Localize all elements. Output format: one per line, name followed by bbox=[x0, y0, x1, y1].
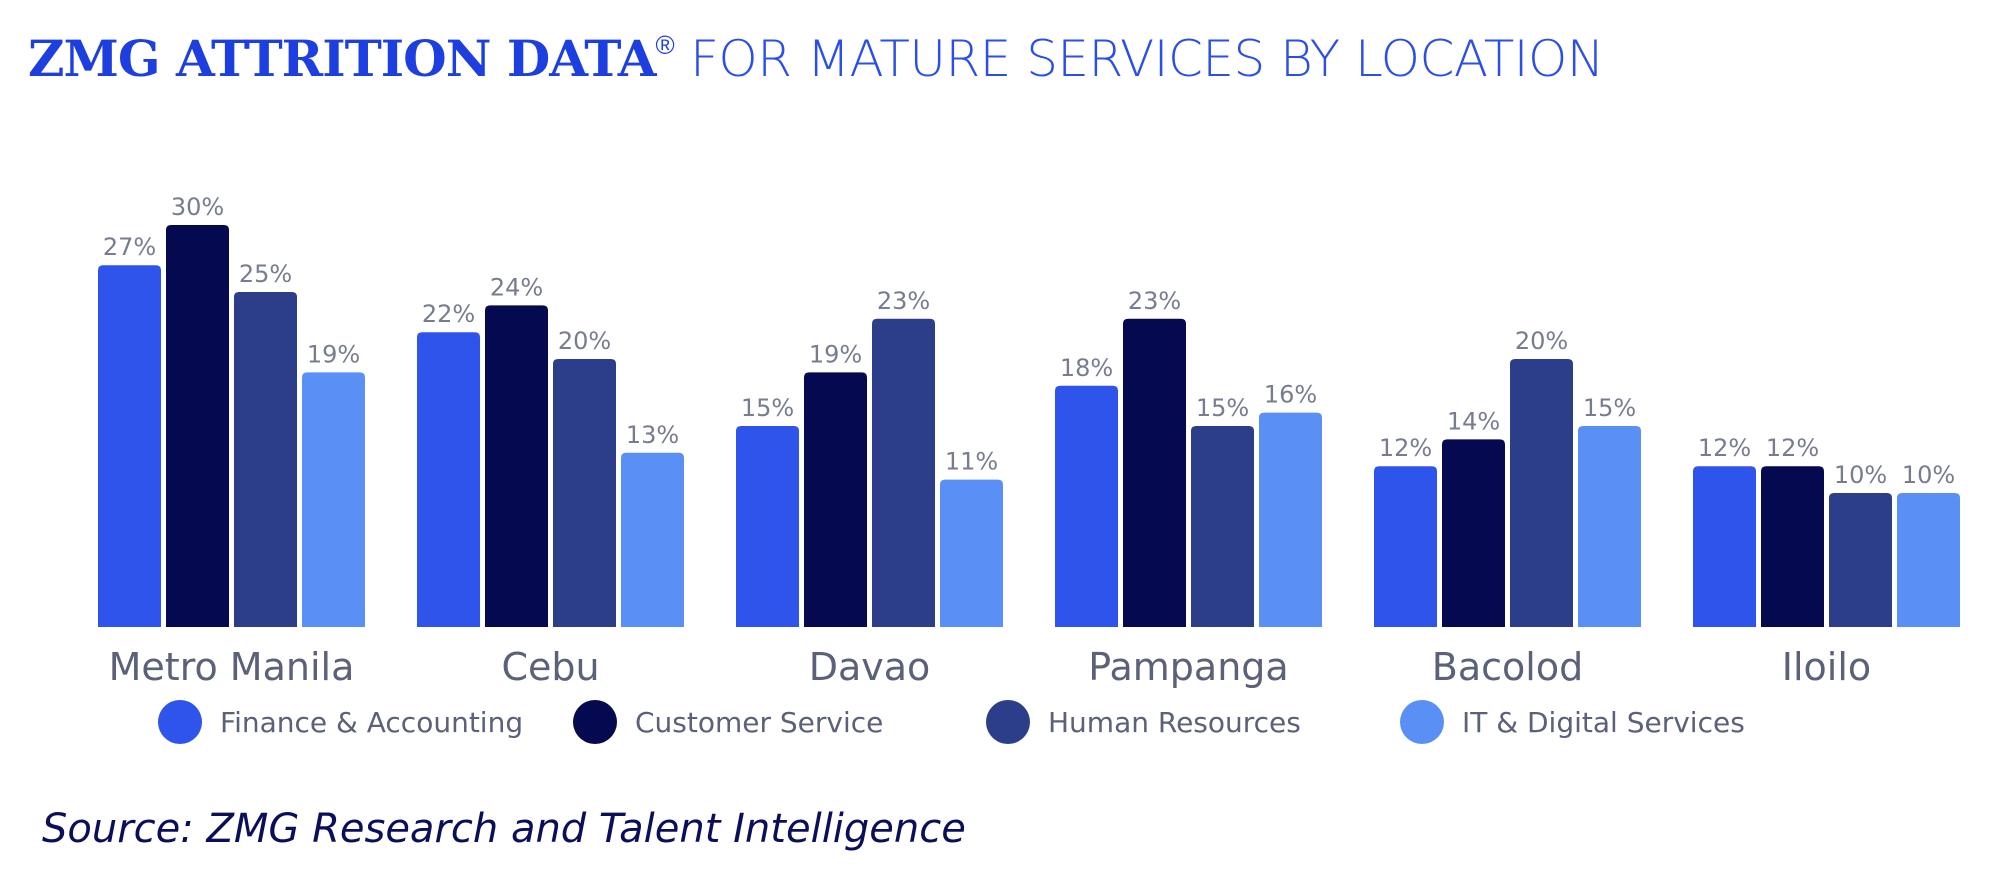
data-label: 20% bbox=[1515, 327, 1568, 355]
bar bbox=[553, 359, 616, 627]
category-label: Pampanga bbox=[1088, 645, 1288, 689]
data-label: 23% bbox=[1128, 287, 1181, 315]
data-label: 15% bbox=[741, 394, 794, 422]
legend-item: Human Resources bbox=[986, 700, 1301, 744]
data-label: 19% bbox=[809, 340, 862, 368]
bar bbox=[166, 225, 229, 627]
legend-swatch bbox=[573, 700, 617, 744]
data-label: 25% bbox=[239, 260, 292, 288]
bar bbox=[621, 452, 684, 627]
data-label: 15% bbox=[1583, 394, 1636, 422]
bar-group: 12% 14% 20% 15% Bacolod bbox=[1374, 327, 1641, 689]
bar bbox=[417, 332, 480, 627]
bar bbox=[1897, 493, 1960, 627]
bar bbox=[485, 305, 548, 627]
data-label: 15% bbox=[1196, 394, 1249, 422]
legend-item: IT & Digital Services bbox=[1400, 700, 1745, 744]
bar-group: 18% 23% 15% 16% Pampanga bbox=[1055, 287, 1322, 689]
data-label: 18% bbox=[1060, 354, 1113, 382]
data-label: 22% bbox=[422, 300, 475, 328]
bar bbox=[1191, 426, 1254, 627]
bar-group: 12% 12% 10% 10% Iloilo bbox=[1693, 434, 1960, 689]
data-label: 16% bbox=[1264, 381, 1317, 409]
legend-label: Human Resources bbox=[1048, 705, 1301, 739]
bar bbox=[1693, 466, 1756, 627]
bar bbox=[1055, 385, 1118, 627]
bar bbox=[234, 292, 297, 627]
category-label: Davao bbox=[809, 645, 931, 689]
data-label: 10% bbox=[1834, 461, 1887, 489]
category-label: Iloilo bbox=[1782, 645, 1871, 689]
bar bbox=[1259, 412, 1322, 627]
title-bold: ZMG ATTRITION DATA bbox=[28, 29, 657, 88]
bar-group: 22% 24% 20% 13% Cebu bbox=[417, 273, 684, 689]
bar bbox=[1510, 359, 1573, 627]
legend-label: Customer Service bbox=[635, 705, 884, 739]
data-label: 12% bbox=[1379, 434, 1432, 462]
bar bbox=[1123, 318, 1186, 627]
data-label: 24% bbox=[490, 273, 543, 301]
legend-label: IT & Digital Services bbox=[1462, 705, 1745, 739]
bar bbox=[940, 479, 1003, 627]
source-note: Source: ZMG Research and Talent Intellig… bbox=[42, 806, 966, 852]
bar bbox=[804, 372, 867, 627]
category-label: Cebu bbox=[501, 645, 599, 689]
legend-label: Finance & Accounting bbox=[220, 705, 524, 739]
bar bbox=[302, 372, 365, 627]
data-label: 30% bbox=[171, 193, 224, 221]
data-label: 12% bbox=[1766, 434, 1819, 462]
legend-item: Customer Service bbox=[573, 700, 883, 744]
bar bbox=[1442, 439, 1505, 627]
legend-item: Finance & Accounting bbox=[158, 700, 523, 744]
data-label: 14% bbox=[1447, 407, 1500, 435]
bar bbox=[98, 265, 161, 627]
data-label: 10% bbox=[1902, 461, 1955, 489]
bar bbox=[1829, 493, 1892, 627]
data-label: 11% bbox=[945, 448, 998, 476]
bar bbox=[1578, 426, 1641, 627]
data-label: 27% bbox=[103, 233, 156, 261]
category-label: Metro Manila bbox=[109, 645, 355, 689]
data-label: 19% bbox=[307, 340, 360, 368]
data-label: 13% bbox=[626, 421, 679, 449]
data-label: 20% bbox=[558, 327, 611, 355]
chart-title: ZMG ATTRITION DATA® FOR MATURE SERVICES … bbox=[28, 14, 1604, 90]
category-label: Bacolod bbox=[1432, 645, 1583, 689]
bar bbox=[872, 318, 935, 627]
bar bbox=[1374, 466, 1437, 627]
legend-swatch bbox=[158, 700, 202, 744]
bar-group: 27% 30% 25% 19% Metro Manila bbox=[98, 193, 365, 689]
title-rest: FOR MATURE SERVICES BY LOCATION bbox=[674, 30, 1604, 88]
registered-mark: ® bbox=[655, 30, 675, 60]
bar bbox=[1761, 466, 1824, 627]
bar bbox=[736, 426, 799, 627]
data-label: 12% bbox=[1698, 434, 1751, 462]
bar-group: 15% 19% 23% 11% Davao bbox=[736, 287, 1003, 689]
legend-swatch bbox=[1400, 700, 1444, 744]
legend-swatch bbox=[986, 700, 1030, 744]
data-label: 23% bbox=[877, 287, 930, 315]
